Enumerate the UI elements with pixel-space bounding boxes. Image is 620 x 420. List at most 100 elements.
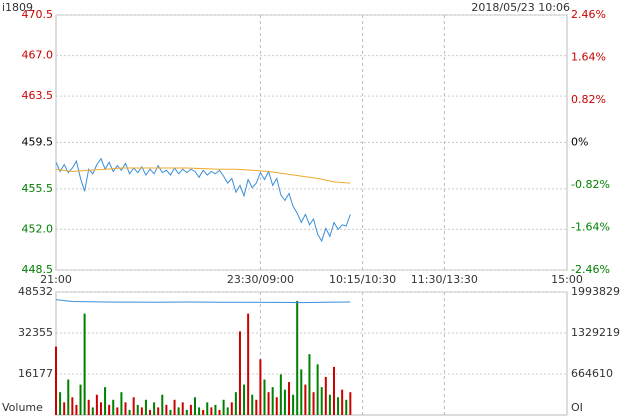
volume-bar	[328, 394, 331, 415]
volume-bar	[83, 313, 86, 415]
volume-bar	[214, 404, 217, 415]
y-tick-label: 455.5	[22, 182, 54, 195]
y-tick-label: 470.5	[22, 8, 54, 21]
volume-bar	[324, 376, 327, 415]
volume-bar	[304, 384, 307, 415]
volume-bar	[349, 392, 352, 415]
volume-bar	[120, 392, 123, 415]
volume-bar	[55, 346, 57, 415]
y-tick-label: 32355	[18, 326, 53, 339]
volume-bar	[218, 409, 221, 415]
y2-tick-label: -0.82%	[571, 178, 610, 191]
volume-bar	[255, 399, 258, 415]
volume-bar	[267, 392, 270, 415]
y-tick-label: 452.0	[22, 222, 54, 235]
volume-bar	[222, 399, 225, 415]
volume-bar	[87, 399, 90, 415]
volume-bar	[341, 389, 344, 415]
y2-tick-label: 1329219	[571, 326, 620, 339]
volume-bar	[189, 404, 192, 415]
volume-bar	[75, 404, 78, 415]
volume-bar	[116, 407, 119, 415]
volume-bar	[206, 402, 209, 415]
volume-bar	[292, 394, 295, 415]
y-tick-label: 16177	[18, 367, 53, 380]
timestamp: 2018/05/23 10:06	[471, 1, 570, 14]
symbol: i1809	[2, 1, 33, 14]
volume-bar	[132, 397, 135, 415]
y-tick-label: 448.5	[22, 263, 54, 276]
x-tick-label: 15:00	[551, 273, 583, 286]
volume-bar	[247, 313, 250, 415]
volume-bar	[308, 354, 311, 415]
y2-tick-label: 1993829	[571, 285, 620, 298]
volume-bar	[124, 402, 127, 415]
volume-bar	[144, 399, 147, 415]
y2-tick-label: 664610	[571, 367, 613, 380]
volume-bar	[71, 397, 74, 415]
volume-bar	[312, 392, 315, 415]
volume-bar	[173, 399, 176, 415]
volume-bar	[67, 379, 70, 415]
volume-bar	[320, 387, 323, 415]
volume-bar	[243, 384, 246, 415]
volume-bar	[153, 402, 156, 415]
volume-bar	[104, 387, 107, 415]
volume-bar	[271, 387, 274, 415]
volume-bar	[181, 402, 184, 415]
volume-bar	[112, 399, 115, 415]
volume-bar	[296, 300, 299, 415]
volume-bar	[140, 407, 143, 415]
y-tick-label: 467.0	[22, 49, 54, 62]
volume-bar	[316, 364, 319, 415]
volume-bar	[279, 374, 282, 415]
y2-tick-label: 1.64%	[571, 51, 606, 64]
volume-bar	[226, 407, 229, 415]
volume-bar	[59, 392, 62, 415]
volume-bar	[259, 359, 262, 415]
y-tick-label: 463.5	[22, 89, 54, 102]
price-line	[55, 167, 351, 184]
volume-bar	[169, 409, 172, 415]
panel-border	[55, 291, 568, 416]
y2-tick-label: 0%	[571, 136, 588, 149]
volume-bar	[234, 392, 237, 415]
y2-tick-label: 0.82%	[571, 93, 606, 106]
y-tick-label: 459.5	[22, 136, 54, 149]
volume-bar	[198, 407, 201, 415]
volume-bar	[202, 409, 205, 415]
volume-bar	[79, 384, 82, 415]
volume-bar	[345, 399, 348, 415]
volume-bar	[95, 394, 98, 415]
y2-tick-label: 2.46%	[571, 8, 606, 21]
price-line	[55, 299, 351, 304]
volume-bar	[99, 402, 102, 415]
y2-tick-label: -1.64%	[571, 221, 610, 234]
volume-bar	[300, 369, 303, 415]
x-tick-label: 21:00	[40, 273, 72, 286]
volume-bar	[230, 402, 233, 415]
volume-bar	[193, 397, 196, 415]
volume-bar	[337, 397, 340, 415]
volume-bar	[288, 382, 291, 415]
volume-bar	[165, 404, 168, 415]
price-line	[55, 157, 351, 243]
volume-bar	[210, 407, 213, 415]
x-tick-label: 10:15/10:30	[329, 273, 396, 286]
volume-bar	[177, 407, 180, 415]
y2-tick-label: -2.46%	[571, 263, 610, 276]
volume-bar	[263, 379, 266, 415]
volume-bar	[136, 404, 139, 415]
volume-bar	[128, 409, 131, 415]
volume-bar	[332, 366, 335, 415]
volume-bar	[149, 409, 152, 415]
volume-bar	[283, 389, 286, 415]
x-tick-label: 11:30/13:30	[411, 273, 478, 286]
volume-bar	[185, 409, 188, 415]
volume-label: Volume	[2, 401, 43, 414]
x-tick-label: 23:30/09:00	[227, 273, 294, 286]
oi-label: OI	[571, 401, 583, 414]
y-tick-label: 48532	[18, 285, 53, 298]
volume-bar	[275, 397, 278, 415]
